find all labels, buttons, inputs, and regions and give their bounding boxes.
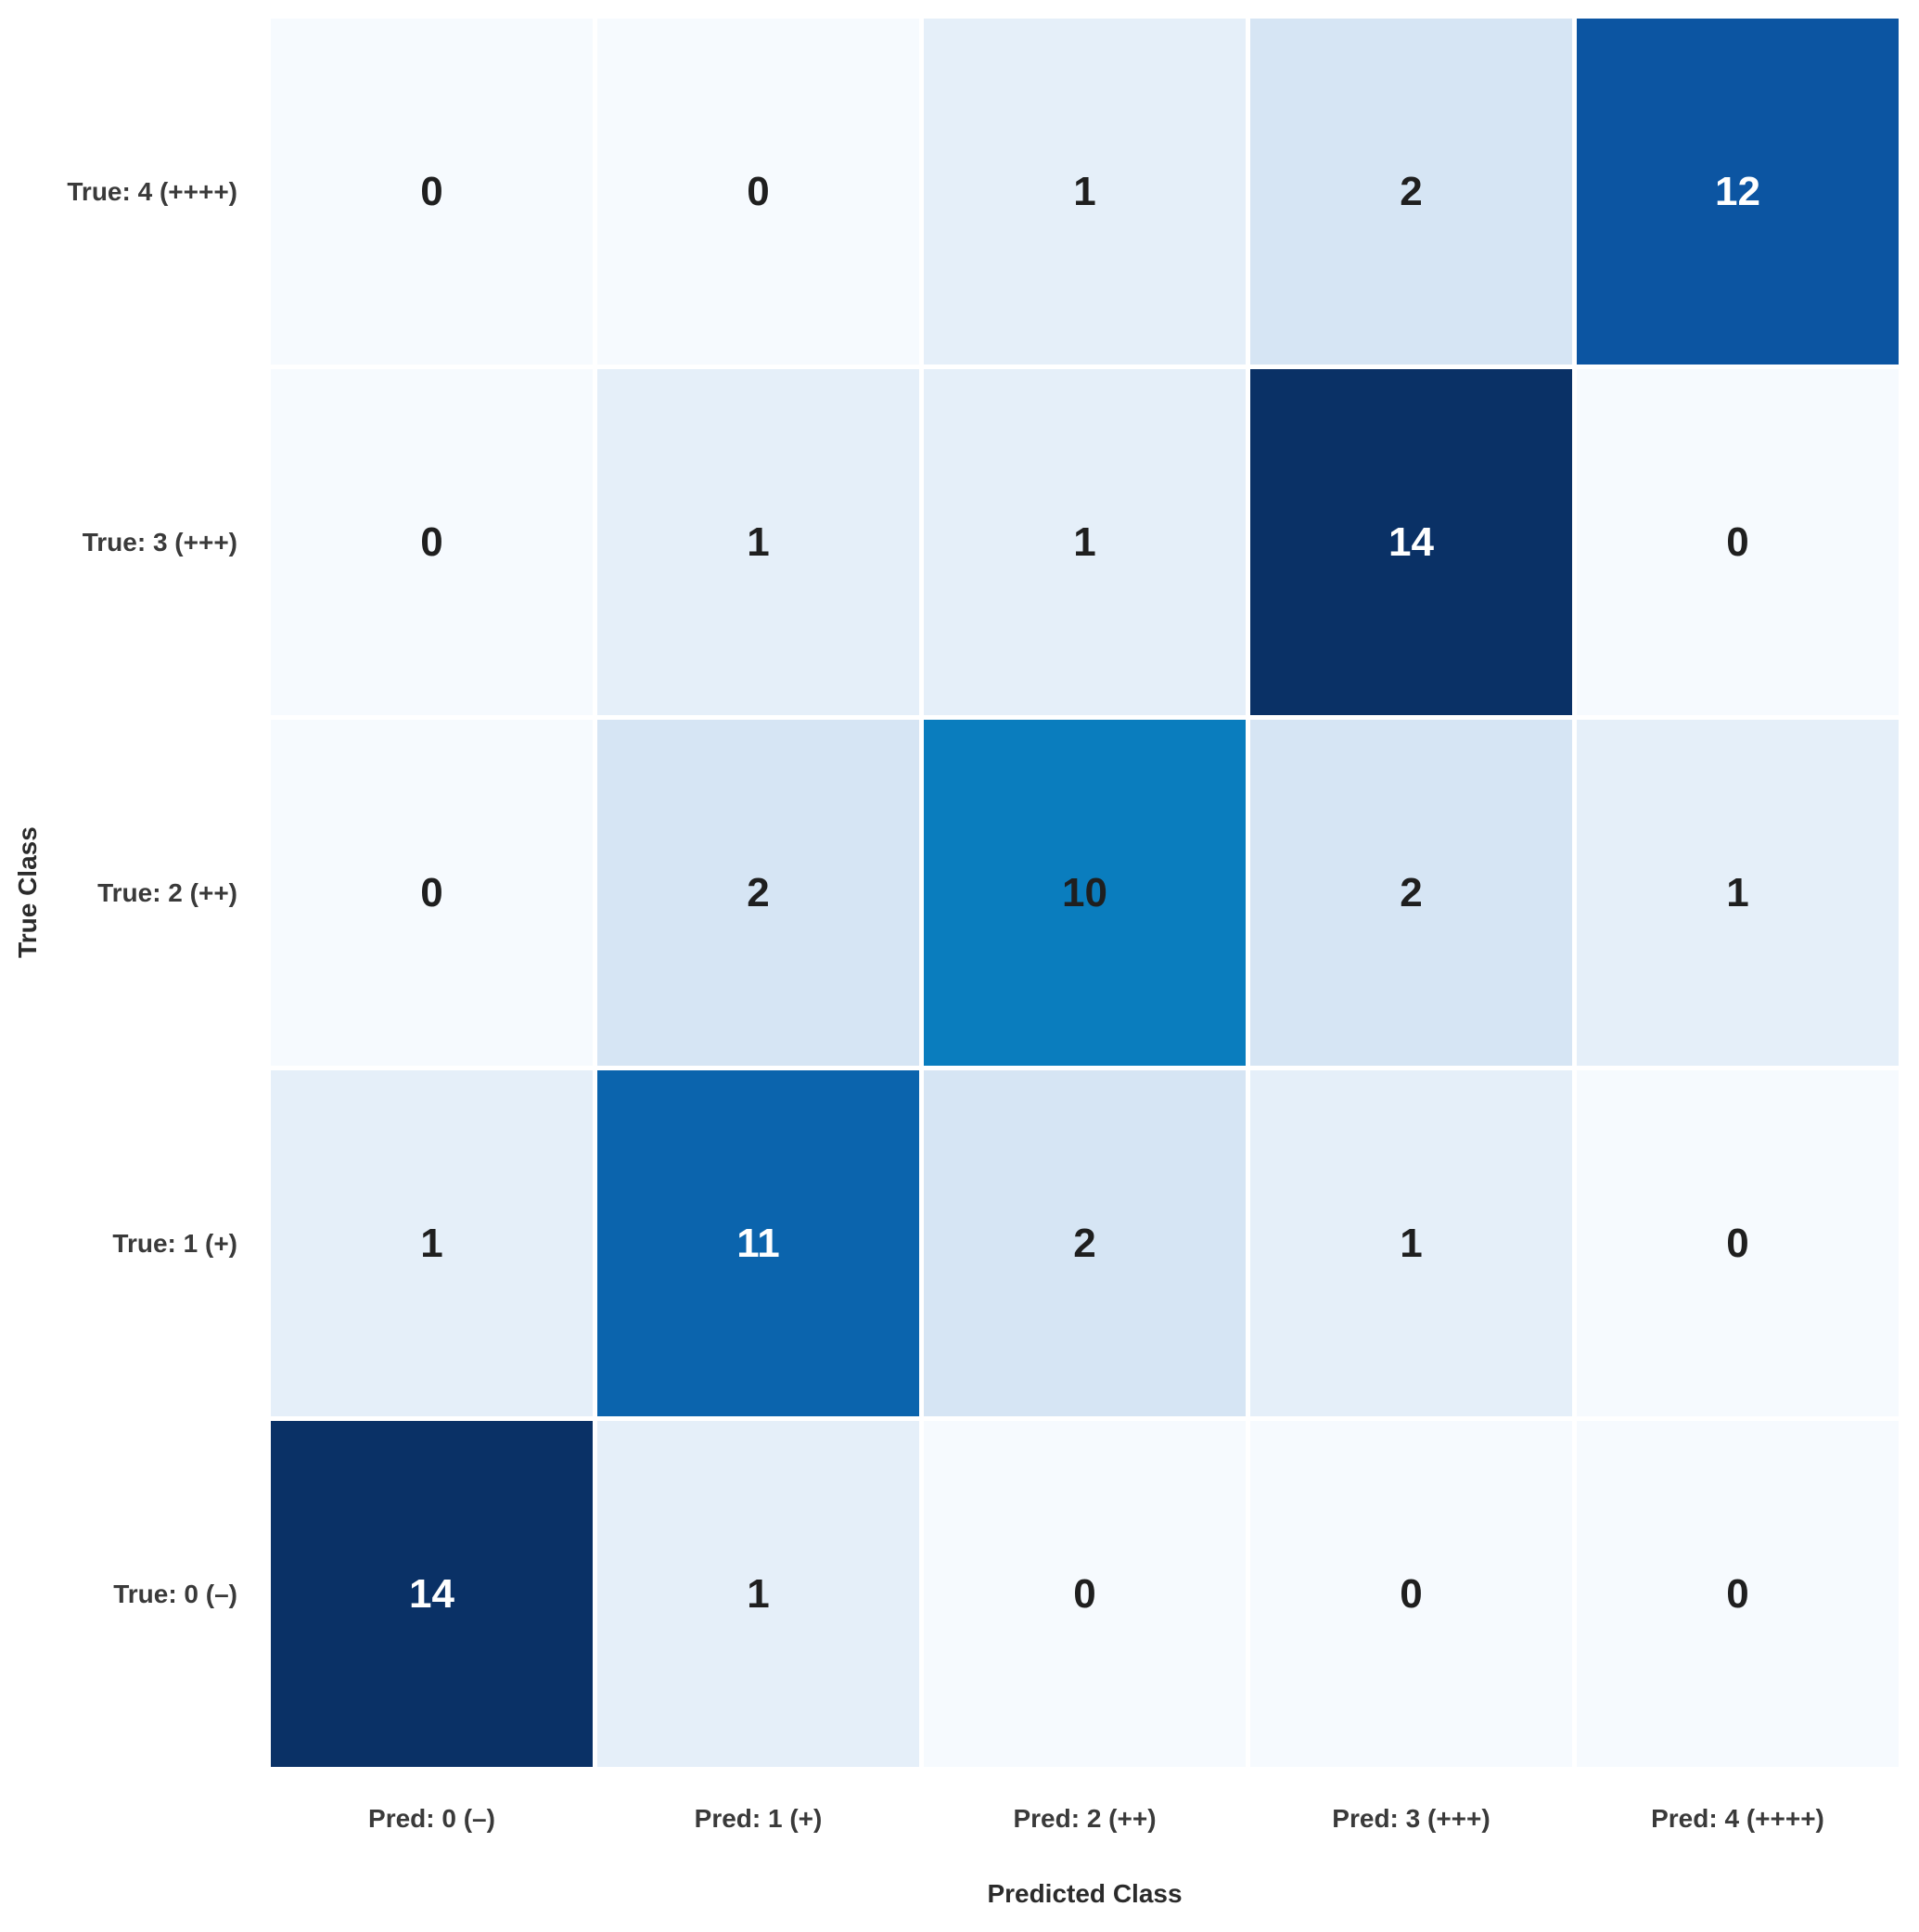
x-tick-label: Pred: 2 (++) <box>1013 1804 1157 1833</box>
x-tick-labels: Pred: 0 (–) Pred: 1 (+) Pred: 2 (++) Pred: … <box>271 1785 1899 1834</box>
heatmap-cell: 1 <box>924 369 1246 715</box>
heatmap-cell: 0 <box>271 369 593 715</box>
y-tick-label: True: 2 (++) <box>97 877 237 907</box>
heatmap-cell: 0 <box>1577 369 1899 715</box>
x-tick-label: Pred: 0 (–) <box>368 1804 495 1833</box>
heatmap-cell: 2 <box>1250 720 1572 1066</box>
y-tick-label: True: 1 (+) <box>112 1228 237 1258</box>
heatmap-cell: 10 <box>924 720 1246 1066</box>
x-tick-label: Pred: 3 (+++) <box>1332 1804 1490 1833</box>
y-tick-label: True: 3 (+++) <box>82 527 237 557</box>
heatmap-cell: 0 <box>1250 1421 1572 1767</box>
heatmap-cell: 1 <box>924 19 1246 365</box>
y-tick-label: True: 4 (++++) <box>67 176 237 206</box>
heatmap-cell: 0 <box>924 1421 1246 1767</box>
heatmap-cell: 1 <box>597 1421 919 1767</box>
heatmap-cell: 1 <box>271 1070 593 1416</box>
x-axis-title: Predicted Class <box>987 1879 1183 1908</box>
heatmap-cell: 2 <box>1250 19 1572 365</box>
y-tick-labels: True: 4 (++++) True: 3 (+++) True: 2 (++) T… <box>0 19 252 1767</box>
heatmap-cell: 14 <box>271 1421 593 1767</box>
heatmap-cell: 2 <box>924 1070 1246 1416</box>
heatmap-cell: 1 <box>1577 720 1899 1066</box>
heatmap-cell: 0 <box>271 19 593 365</box>
heatmap-cell: 11 <box>597 1070 919 1416</box>
heatmap-cell: 1 <box>597 369 919 715</box>
heatmap-cell: 14 <box>1250 369 1572 715</box>
x-tick-label: Pred: 1 (+) <box>694 1804 823 1833</box>
heatmap-cell: 12 <box>1577 19 1899 365</box>
heatmap-cell: 2 <box>597 720 919 1066</box>
y-tick-label: True: 0 (–) <box>113 1579 237 1608</box>
x-tick-label: Pred: 4 (++++) <box>1651 1804 1824 1833</box>
heatmap-cell: 0 <box>1577 1070 1899 1416</box>
heatmap-cell: 1 <box>1250 1070 1572 1416</box>
heatmap-cell: 0 <box>271 720 593 1066</box>
heatmap-cell: 0 <box>1577 1421 1899 1767</box>
heatmap-grid: 0 0 1 2 12 0 1 1 14 0 0 2 10 2 1 1 11 2 1 0 14 1 0 0 0 <box>271 19 1899 1767</box>
heatmap-cell: 0 <box>597 19 919 365</box>
